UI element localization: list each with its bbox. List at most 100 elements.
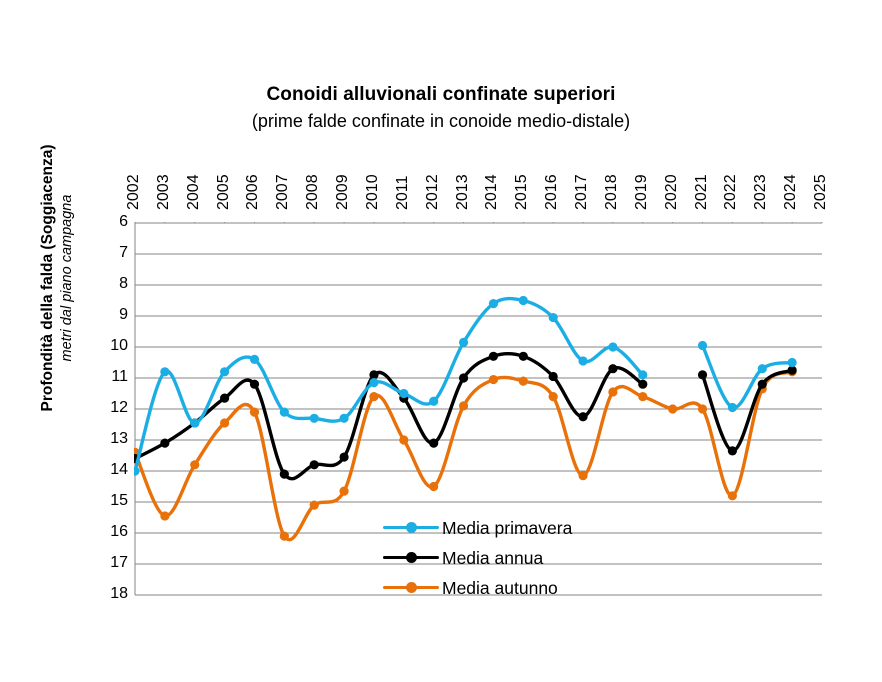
data-point bbox=[697, 369, 708, 379]
y-tick-label: 6 bbox=[119, 212, 128, 230]
data-point bbox=[309, 413, 319, 423]
data-point bbox=[339, 451, 349, 462]
data-point bbox=[548, 312, 558, 322]
x-tick-label: 2007 bbox=[274, 174, 292, 210]
x-tick-label: 2014 bbox=[483, 174, 501, 210]
data-point bbox=[429, 396, 439, 406]
data-point bbox=[578, 355, 588, 366]
plot-area bbox=[134, 221, 823, 595]
data-point bbox=[279, 407, 289, 417]
x-tick-label: 2005 bbox=[214, 174, 232, 210]
legend-dot bbox=[406, 582, 417, 593]
legend-item[interactable]: Media annua bbox=[383, 543, 623, 573]
y-tick-label: 14 bbox=[110, 460, 128, 478]
data-point bbox=[190, 459, 200, 469]
x-tick-label: 2002 bbox=[125, 174, 142, 210]
legend-swatch-icon bbox=[383, 548, 439, 568]
y-tick-label: 9 bbox=[119, 305, 128, 323]
data-point bbox=[458, 400, 469, 410]
data-point bbox=[309, 459, 319, 469]
data-point bbox=[309, 500, 319, 510]
x-tick-label: 2004 bbox=[184, 174, 202, 210]
data-point bbox=[249, 407, 260, 417]
y-tick-label: 11 bbox=[111, 367, 128, 385]
data-point bbox=[190, 417, 200, 428]
chart-title-block: Conoidi alluvionali confinate superiori … bbox=[0, 82, 882, 134]
data-point bbox=[608, 363, 618, 373]
data-point bbox=[727, 445, 737, 455]
data-point bbox=[339, 413, 349, 423]
series-line bbox=[700, 368, 794, 453]
data-point bbox=[429, 481, 439, 491]
y-tick-label: 16 bbox=[110, 522, 128, 540]
x-tick-label: 2018 bbox=[602, 174, 620, 210]
y-tick-label: 18 bbox=[110, 584, 128, 602]
legend-label: Media primavera bbox=[442, 517, 573, 538]
data-point bbox=[608, 386, 618, 397]
y-tick-label: 7 bbox=[119, 243, 128, 261]
data-point bbox=[787, 357, 797, 367]
data-point bbox=[638, 379, 648, 389]
x-tick-label: 2006 bbox=[244, 174, 262, 210]
data-point bbox=[757, 379, 767, 389]
x-tick-label: 2017 bbox=[573, 174, 591, 210]
data-point bbox=[160, 366, 170, 376]
x-tick-label: 2009 bbox=[334, 174, 352, 210]
x-tick-label: 2013 bbox=[453, 174, 471, 210]
data-point bbox=[249, 354, 260, 364]
data-point bbox=[518, 295, 528, 305]
x-tick-label: 2011 bbox=[393, 175, 411, 210]
x-tick-label: 2016 bbox=[543, 174, 561, 210]
data-point bbox=[578, 470, 588, 480]
data-point bbox=[458, 372, 469, 383]
legend-item[interactable]: Media primavera bbox=[383, 513, 623, 543]
plot-svg bbox=[134, 221, 823, 595]
data-point bbox=[220, 417, 230, 428]
data-point bbox=[608, 341, 618, 352]
data-point bbox=[548, 371, 558, 381]
x-axis-tick-labels: 2002 2003 2004 2005 2006 2007 2008 2009 2010 2011… bbox=[125, 150, 834, 210]
legend-swatch-icon bbox=[383, 578, 439, 598]
data-point bbox=[458, 337, 469, 347]
data-point bbox=[279, 469, 289, 479]
data-point bbox=[638, 369, 648, 379]
y-tick-label: 12 bbox=[110, 398, 128, 416]
data-point bbox=[787, 365, 797, 375]
data-point bbox=[727, 490, 737, 500]
data-point bbox=[697, 340, 708, 350]
data-point bbox=[134, 465, 140, 476]
data-point bbox=[399, 434, 409, 445]
x-tick-label: 2020 bbox=[662, 174, 680, 210]
legend-label: Media annua bbox=[442, 547, 544, 568]
series-media-autunno bbox=[134, 366, 797, 541]
data-point bbox=[518, 351, 528, 361]
x-tick-label: 2012 bbox=[423, 174, 441, 210]
x-tick-label: 2008 bbox=[304, 174, 322, 210]
data-point bbox=[488, 374, 499, 384]
chart-legend: Media primavera Media annua Media autunno bbox=[383, 513, 623, 603]
data-point bbox=[160, 510, 170, 521]
data-point bbox=[668, 403, 678, 414]
series-line bbox=[134, 351, 645, 480]
data-point bbox=[279, 531, 289, 541]
data-point bbox=[249, 379, 260, 389]
data-point bbox=[697, 403, 708, 414]
data-point bbox=[399, 388, 409, 398]
data-point bbox=[369, 369, 379, 379]
data-point bbox=[339, 486, 349, 496]
x-tick-label: 2019 bbox=[632, 174, 650, 210]
y-tick-label: 17 bbox=[110, 553, 128, 571]
y-axis-title-sub: metri dal piano campagna bbox=[59, 194, 75, 362]
x-tick-label: 2003 bbox=[154, 174, 172, 210]
data-point bbox=[369, 391, 379, 401]
x-tick-label: 2010 bbox=[363, 174, 381, 210]
data-point bbox=[488, 351, 499, 361]
data-point bbox=[220, 366, 230, 376]
x-tick-label: 2015 bbox=[513, 174, 531, 210]
series-line bbox=[134, 296, 645, 473]
legend-item[interactable]: Media autunno bbox=[383, 573, 623, 603]
x-tick-label: 2025 bbox=[812, 174, 829, 210]
series-line bbox=[700, 343, 794, 409]
x-tick-label: 2022 bbox=[722, 174, 740, 210]
data-point bbox=[757, 363, 767, 373]
